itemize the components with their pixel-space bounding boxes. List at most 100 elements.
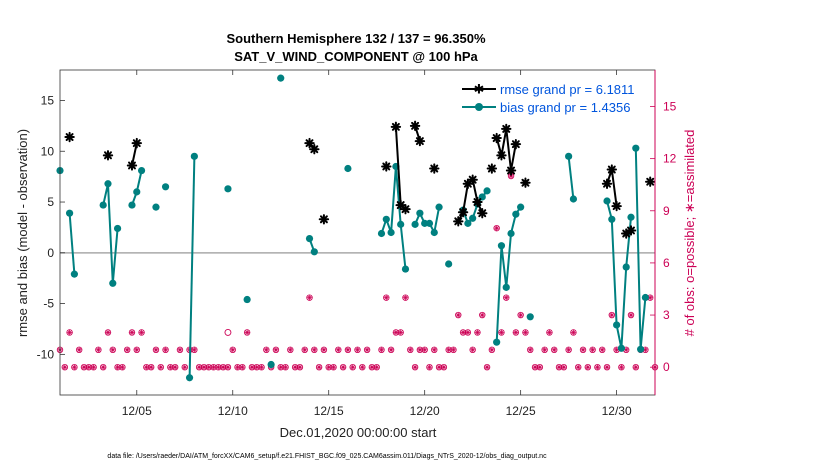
rmse-point: [429, 163, 440, 174]
rmse-point: [472, 196, 483, 208]
rmse-point: [467, 174, 478, 185]
rmse-point: [505, 165, 517, 176]
y-tick-label: -5: [43, 297, 54, 311]
bias-point: [502, 283, 510, 291]
obs-assimilated-marker: [354, 346, 361, 354]
bias-point: [517, 203, 525, 211]
rmse-point: [491, 132, 502, 144]
rmse-point: [501, 123, 512, 135]
obs-assimilated-marker: [551, 346, 558, 354]
obs-assimilated-marker: [243, 329, 251, 336]
bias-point: [637, 345, 645, 353]
obs-assimilated-marker: [445, 346, 452, 354]
obs-assimilated-marker: [315, 363, 323, 371]
obs-assimilated-marker: [133, 346, 140, 354]
obs-assimilated-marker: [493, 224, 500, 232]
y-tick-label: -10: [37, 347, 55, 361]
rmse-point: [606, 164, 618, 175]
obs-assimilated-marker: [474, 329, 481, 336]
obs-assimilated-marker: [555, 363, 563, 371]
obs-count-markers: [56, 172, 659, 371]
bias-point: [627, 213, 635, 221]
obs-assimilated-marker: [522, 329, 529, 336]
rmse-point: [390, 121, 402, 133]
rmse-point: [409, 120, 421, 132]
y-tick-label: 0: [47, 246, 54, 260]
y-axis-label: rmse and bias (model - observation): [15, 129, 30, 337]
obs-assimilated-marker: [119, 363, 126, 371]
bias-point: [65, 209, 74, 217]
rmse-point: [486, 163, 498, 174]
legend-box: [455, 78, 647, 118]
bias-point: [99, 201, 107, 209]
bias-point: [243, 295, 251, 304]
bias-point: [387, 228, 395, 237]
obs-assimilated-marker: [171, 363, 179, 371]
rmse-point: [400, 203, 411, 215]
obs-assimilated-marker: [565, 346, 572, 354]
obs-assimilated-marker: [594, 363, 601, 371]
legend-rmse-marker: ✱: [474, 82, 485, 97]
rmse-point: [64, 131, 75, 143]
bias-point: [305, 234, 314, 243]
bias-point: [416, 209, 424, 217]
obs-assimilated-marker: [263, 346, 270, 354]
obs-assimilated-marker: [311, 346, 318, 354]
bias-point: [224, 185, 232, 193]
obs-assimilated-marker: [560, 363, 568, 371]
bias-point: [190, 152, 198, 160]
bias-point: [397, 220, 405, 228]
y2-axis-label: # of obs: o=possible; ∗=assimilated: [682, 130, 697, 337]
legend: ✱ rmse grand pr = 6.1811 bias grand pr =…: [455, 78, 647, 118]
rmse-point: [318, 214, 330, 225]
x-tick-labels: 12/05 12/10 12/15 12/20 12/25 12/30: [122, 404, 632, 418]
bias-point: [512, 210, 520, 218]
obs-assimilated-marker: [339, 363, 347, 371]
y2-tick-label: 12: [663, 152, 677, 166]
obs-assimilated-marker: [239, 363, 246, 371]
bias-point: [435, 203, 443, 211]
obs-assimilated-marker: [71, 363, 78, 371]
obs-assimilated-marker: [397, 329, 404, 336]
bias-point: [565, 152, 573, 160]
obs-assimilated-marker: [411, 363, 419, 371]
obs-assimilated-marker: [378, 346, 385, 354]
rmse-point: [457, 206, 469, 218]
bias-point: [133, 188, 141, 196]
obs-possible-marker: [224, 328, 232, 336]
obs-assimilated-marker: [488, 346, 496, 354]
y-tick-label: 10: [41, 144, 55, 158]
y-tick-label: 5: [47, 195, 54, 209]
obs-assimilated-marker: [421, 346, 428, 354]
obs-assimilated-marker: [575, 363, 582, 371]
obs-assimilated-marker: [407, 346, 414, 354]
obs-assimilated-marker: [167, 363, 174, 371]
obs-assimilated-marker: [66, 329, 73, 336]
obs-assimilated-marker: [570, 329, 577, 336]
rmse-point: [309, 144, 320, 155]
bias-line-segment: [567, 156, 575, 200]
rmse-point: [611, 200, 622, 212]
obs-assimilated-marker: [157, 363, 164, 371]
obs-assimilated-marker: [426, 363, 433, 371]
plot-area: [60, 70, 655, 395]
rmse-point: [304, 137, 315, 149]
bias-point: [104, 180, 112, 188]
x-tick-label: 12/05: [122, 404, 152, 418]
bias-point: [401, 265, 410, 273]
obs-assimilated-marker: [128, 329, 136, 336]
bias-point: [569, 195, 578, 203]
bias-line-segment: [68, 213, 76, 275]
obs-assimilated-marker: [99, 363, 107, 371]
bias-point: [382, 215, 390, 223]
obs-assimilated-marker: [584, 363, 592, 371]
obs-assimilated-marker: [498, 329, 505, 336]
obs-assimilated-marker: [344, 346, 352, 354]
rmse-series: [64, 120, 656, 239]
obs-assimilated-marker: [229, 346, 236, 354]
obs-assimilated-marker: [301, 346, 308, 354]
obs-assimilated-marker: [387, 346, 395, 354]
obs-assimilated-marker: [608, 311, 616, 319]
x-tick-label: 12/10: [218, 404, 248, 418]
